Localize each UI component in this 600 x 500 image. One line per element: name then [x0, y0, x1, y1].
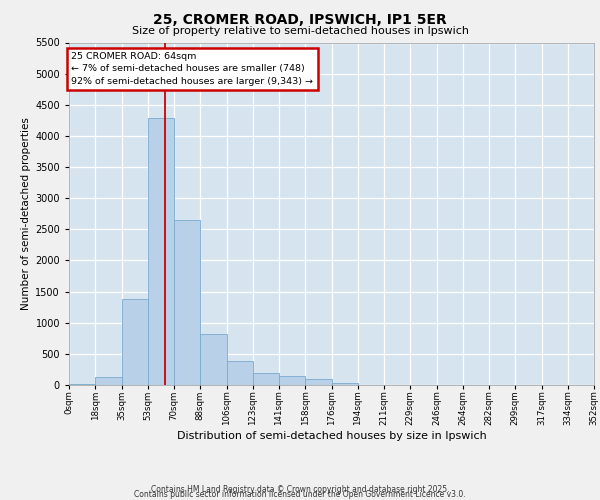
Y-axis label: Number of semi-detached properties: Number of semi-detached properties [21, 118, 31, 310]
Bar [305, 380, 331, 385]
Bar [227, 362, 253, 385]
Text: Size of property relative to semi-detached houses in Ipswich: Size of property relative to semi-detach… [131, 26, 469, 36]
Bar [200, 334, 227, 385]
Bar [148, 118, 174, 385]
X-axis label: Distribution of semi-detached houses by size in Ipswich: Distribution of semi-detached houses by … [176, 431, 487, 441]
Bar [253, 373, 279, 385]
Text: 25 CROMER ROAD: 64sqm
← 7% of semi-detached houses are smaller (748)
92% of semi: 25 CROMER ROAD: 64sqm ← 7% of semi-detac… [71, 52, 313, 86]
Text: 25, CROMER ROAD, IPSWICH, IP1 5ER: 25, CROMER ROAD, IPSWICH, IP1 5ER [153, 12, 447, 26]
Bar [69, 384, 95, 385]
Bar [95, 377, 121, 385]
Text: Contains public sector information licensed under the Open Government Licence v3: Contains public sector information licen… [134, 490, 466, 499]
Text: Contains HM Land Registry data © Crown copyright and database right 2025.: Contains HM Land Registry data © Crown c… [151, 484, 449, 494]
Bar [121, 299, 148, 385]
Bar [279, 376, 305, 385]
Bar [331, 384, 358, 385]
Bar [174, 220, 200, 385]
